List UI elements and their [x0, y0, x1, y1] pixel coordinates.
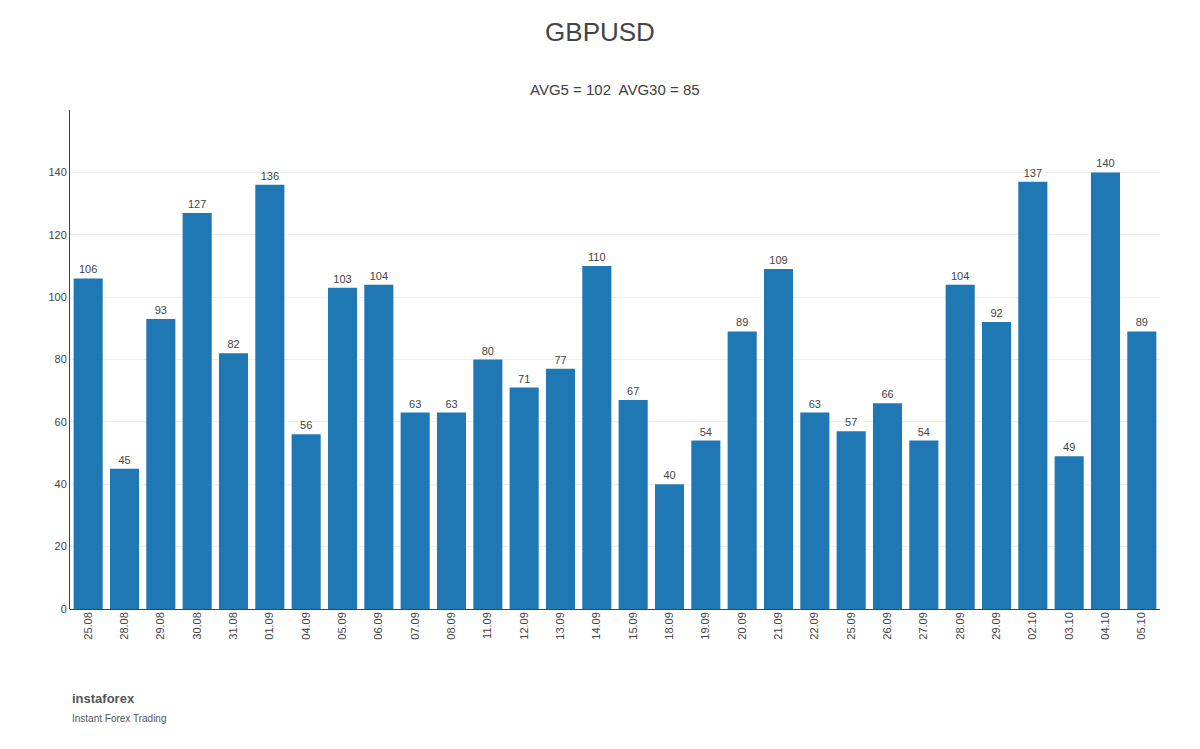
svg-text:54: 54 [700, 426, 712, 438]
svg-text:07.09: 07.09 [409, 612, 421, 640]
svg-text:27.09: 27.09 [917, 612, 929, 640]
svg-text:71: 71 [518, 373, 530, 385]
svg-text:04.09: 04.09 [300, 612, 312, 640]
svg-text:08.09: 08.09 [445, 612, 457, 640]
svg-text:instaforex: instaforex [72, 691, 135, 706]
svg-text:Instant Forex Trading: Instant Forex Trading [72, 713, 167, 724]
svg-text:22.09: 22.09 [808, 612, 820, 640]
svg-text:40: 40 [55, 478, 67, 490]
svg-text:14.09: 14.09 [590, 612, 602, 640]
svg-text:104: 104 [370, 270, 388, 282]
svg-text:13.09: 13.09 [554, 612, 566, 640]
svg-text:93: 93 [155, 304, 167, 316]
svg-text:56: 56 [300, 419, 312, 431]
svg-text:92: 92 [990, 307, 1002, 319]
svg-text:06.09: 06.09 [372, 612, 384, 640]
svg-text:11.09: 11.09 [481, 612, 493, 639]
svg-text:20.09: 20.09 [736, 612, 748, 640]
svg-text:120: 120 [48, 229, 66, 241]
svg-text:19.09: 19.09 [699, 612, 711, 640]
svg-text:63: 63 [809, 398, 821, 410]
svg-text:63: 63 [409, 398, 421, 410]
svg-text:40: 40 [663, 469, 675, 481]
svg-text:49: 49 [1063, 441, 1075, 453]
svg-text:21.09: 21.09 [772, 612, 784, 640]
svg-text:18.09: 18.09 [663, 612, 675, 640]
svg-text:89: 89 [736, 316, 748, 328]
svg-text:103: 103 [333, 273, 351, 285]
svg-text:0: 0 [61, 603, 67, 615]
svg-text:GBPUSD: GBPUSD [545, 17, 655, 47]
svg-text:30.08: 30.08 [191, 612, 203, 640]
svg-text:28.08: 28.08 [118, 612, 130, 640]
svg-text:66: 66 [881, 388, 893, 400]
svg-text:77: 77 [554, 354, 566, 366]
svg-text:01.09: 01.09 [263, 612, 275, 640]
svg-text:57: 57 [845, 416, 857, 428]
svg-text:45: 45 [118, 454, 130, 466]
svg-text:127: 127 [188, 198, 206, 210]
svg-text:110: 110 [588, 251, 606, 263]
svg-text:25.08: 25.08 [82, 612, 94, 640]
svg-text:60: 60 [55, 416, 67, 428]
svg-text:67: 67 [627, 385, 639, 397]
svg-text:02.10: 02.10 [1026, 612, 1038, 640]
svg-text:54: 54 [918, 426, 930, 438]
svg-text:03.10: 03.10 [1063, 612, 1075, 640]
svg-text:15.09: 15.09 [627, 612, 639, 640]
svg-text:137: 137 [1024, 167, 1042, 179]
svg-text:136: 136 [261, 170, 279, 182]
svg-text:29.08: 29.08 [154, 612, 166, 640]
svg-text:04.10: 04.10 [1099, 612, 1111, 640]
svg-text:31.08: 31.08 [227, 612, 239, 640]
svg-text:25.09: 25.09 [845, 612, 857, 640]
svg-text:12.09: 12.09 [518, 612, 530, 640]
svg-text:109: 109 [769, 254, 787, 266]
svg-text:26.09: 26.09 [881, 612, 893, 640]
svg-text:AVG5 = 102 AVG30 = 85: AVG5 = 102 AVG30 = 85 [530, 81, 700, 98]
svg-text:80: 80 [482, 345, 494, 357]
svg-text:82: 82 [227, 338, 239, 350]
svg-text:106: 106 [79, 263, 97, 275]
svg-text:89: 89 [1136, 316, 1148, 328]
svg-text:28.09: 28.09 [954, 612, 966, 640]
svg-text:140: 140 [1096, 157, 1114, 169]
svg-text:80: 80 [55, 353, 67, 365]
svg-text:100: 100 [48, 291, 66, 303]
svg-text:63: 63 [445, 398, 457, 410]
svg-text:104: 104 [951, 270, 969, 282]
svg-text:20: 20 [55, 540, 67, 552]
svg-text:05.09: 05.09 [336, 612, 348, 640]
svg-text:140: 140 [48, 166, 66, 178]
svg-text:29.09: 29.09 [990, 612, 1002, 640]
svg-text:05.10: 05.10 [1135, 612, 1147, 640]
